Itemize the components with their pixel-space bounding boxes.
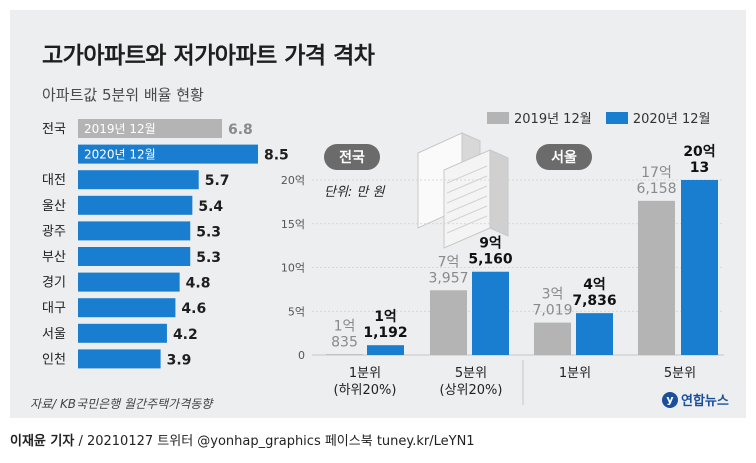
bar-value-label: 4.8: [186, 276, 211, 292]
bar-value-label: 5.4: [198, 199, 223, 215]
price-label-man: 5,160: [468, 252, 513, 268]
bar-region-label: 경기: [42, 276, 66, 291]
price-label-man: 6,158: [636, 181, 676, 197]
price-label-eok: 20억: [683, 144, 715, 160]
region-bar: [78, 272, 180, 292]
yonhap-logo: y 연합뉴스: [662, 390, 729, 409]
page-title: 고가아파트와 저가아파트 가격 격차: [42, 43, 375, 69]
category-label: 5분위: [664, 366, 696, 381]
building-side: [489, 149, 509, 237]
bar-value-label: 4.2: [173, 327, 198, 343]
bar-region-label: 광주: [42, 224, 66, 239]
bar-inner-label: 2019년 12월: [84, 122, 156, 136]
bar-region-label: 울산: [42, 199, 66, 214]
price-bar: [681, 179, 718, 355]
legend-item-2019: 2019년 12월: [487, 108, 592, 127]
group-header-label: 전국: [339, 149, 365, 166]
price-bar: [534, 322, 571, 355]
bar-value-label: 6.8: [228, 122, 253, 138]
bar-region-label: 대전: [42, 173, 66, 188]
building-window-row: [446, 175, 488, 194]
bar-region-label: 인천: [42, 352, 66, 367]
price-label-man: 1,192: [363, 325, 407, 341]
price-bar: [430, 290, 467, 355]
category-label: (상위20%): [440, 383, 503, 398]
price-bar: [576, 313, 613, 355]
legend-swatch-2019: [487, 111, 509, 124]
bar-value-label: 5.3: [196, 224, 221, 240]
bar-value-label: 4.6: [181, 301, 206, 317]
y-tick-label: 20억: [281, 174, 305, 187]
price-bar: [638, 200, 675, 355]
yonhap-logo-icon: y: [662, 391, 678, 408]
bar-value-label: 3.9: [167, 352, 192, 368]
building-window-row: [446, 185, 488, 204]
price-bar: [367, 345, 404, 355]
category-label: (하위20%): [334, 383, 397, 398]
credit-author: 이재윤 기자: [10, 434, 75, 449]
legend: 2019년 12월 2020년 12월: [487, 108, 721, 128]
legend-label-2020: 2020년 12월: [632, 112, 711, 127]
bar-value-label: 5.3: [196, 250, 221, 266]
bar-value-label: 8.5: [264, 148, 289, 164]
legend-label-2019: 2019년 12월: [514, 112, 592, 127]
bar-region-label: 부산: [42, 250, 66, 265]
credit-rest: / 20210127 트위터 @yonhap_graphics 페이스북 tun…: [74, 434, 475, 449]
price-label-eok: 3억: [542, 287, 564, 303]
price-label-man: 13: [690, 160, 709, 176]
y-tick-label: 10억: [281, 262, 305, 275]
bar-region-label: 대구: [42, 301, 66, 316]
yonhap-logo-text: 연합뉴스: [681, 394, 729, 409]
source-note: 자료/ KB국민은행 월간주택가격동향: [30, 397, 213, 411]
credit-line: 이재윤 기자 / 20210127 트위터 @yonhap_graphics 페…: [10, 430, 475, 449]
bar-region-label: 서울: [42, 327, 66, 342]
legend-swatch-2020: [605, 111, 628, 124]
region-bar: [78, 247, 191, 266]
y-tick-label: 5억: [288, 305, 305, 318]
legend-item-2020: 2020년 12월: [605, 108, 711, 127]
category-label: 1분위: [559, 366, 591, 381]
price-bar: [326, 354, 363, 355]
group-header-pill: [324, 144, 380, 170]
price-bar: [472, 271, 509, 355]
price-label-eok: 1억: [334, 318, 356, 334]
region-bar: [78, 195, 193, 215]
bar-value-label: 5.7: [205, 173, 230, 189]
price-label-eok: 4억: [583, 277, 606, 293]
price-label-eok: 1억: [374, 309, 397, 325]
price-label-eok: 17억: [641, 165, 672, 181]
building-window-row: [446, 195, 488, 214]
region-bar: [78, 119, 222, 138]
price-label-man: 3,957: [428, 270, 468, 286]
y-tick-label: 15억: [281, 218, 305, 231]
building-window-row: [446, 215, 488, 234]
region-bar: [78, 323, 167, 343]
apartment-building-icon: [417, 132, 509, 249]
region-bar: [78, 144, 258, 164]
bar-inner-label: 2020년 12월: [84, 148, 156, 162]
group-header-pill: [536, 144, 592, 170]
region-bar: [78, 298, 176, 318]
building-window-row: [446, 205, 488, 224]
unit-label: 단위: 만 원: [324, 185, 386, 200]
price-label-eok: 7억: [438, 254, 460, 270]
group-header-label: 서울: [551, 149, 577, 166]
price-label-man: 7,019: [532, 303, 572, 319]
price-label-man: 7,836: [572, 293, 616, 309]
price-label-man: 835: [331, 334, 358, 350]
bar-region-label: 전국: [42, 122, 66, 137]
category-label: 5분위: [455, 366, 487, 381]
region-bar: [78, 170, 199, 190]
category-label: 1분위: [349, 366, 381, 381]
page-subtitle: 아파트값 5분위 배율 현황: [42, 86, 204, 104]
price-label-eok: 9억: [479, 236, 502, 252]
region-bar: [78, 221, 191, 241]
region-bar: [78, 349, 161, 369]
y-tick-label: 0: [298, 349, 305, 362]
